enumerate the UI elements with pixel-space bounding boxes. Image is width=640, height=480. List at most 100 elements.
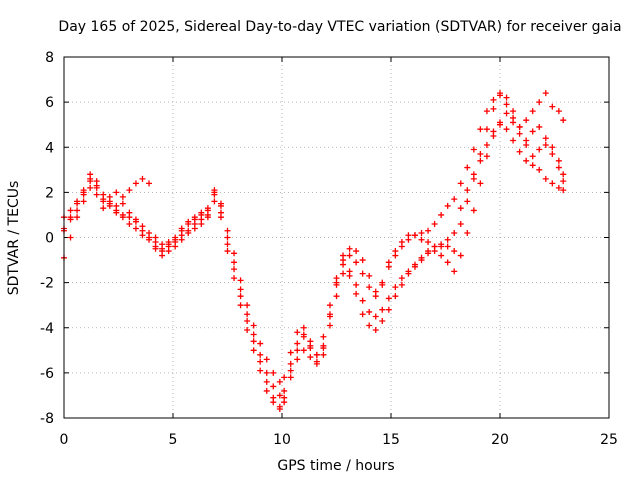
data-point	[444, 236, 451, 243]
data-point	[560, 171, 567, 178]
data-point	[555, 184, 562, 191]
data-point	[281, 374, 288, 381]
data-point	[244, 302, 251, 309]
y-axis-label: SDTVAR / TECUs	[6, 181, 22, 296]
data-point	[536, 99, 543, 106]
data-point	[477, 151, 484, 158]
data-point	[438, 211, 445, 218]
data-point	[392, 248, 399, 255]
data-point	[477, 180, 484, 187]
data-point	[320, 351, 327, 358]
data-point	[231, 250, 238, 257]
data-point	[237, 302, 244, 309]
data-point	[483, 141, 490, 148]
data-point	[294, 347, 301, 354]
data-point	[451, 268, 458, 275]
data-point	[250, 322, 257, 329]
data-point	[67, 214, 74, 221]
data-point	[444, 243, 451, 250]
data-point	[560, 178, 567, 185]
data-point	[425, 239, 432, 246]
data-point	[250, 331, 257, 338]
data-point	[457, 205, 464, 212]
data-point	[490, 96, 497, 103]
data-point	[385, 306, 392, 313]
data-point	[74, 207, 81, 214]
data-point	[366, 272, 373, 279]
data-point	[87, 184, 94, 191]
data-point	[398, 275, 405, 282]
data-point	[67, 207, 74, 214]
data-point	[490, 105, 497, 112]
data-point	[490, 128, 497, 135]
data-point	[385, 295, 392, 302]
data-point	[80, 198, 87, 205]
data-point	[359, 257, 366, 264]
x-tick-label: 20	[491, 432, 509, 448]
data-series	[61, 90, 567, 412]
data-point	[113, 189, 120, 196]
data-point	[307, 354, 314, 361]
data-point	[438, 252, 445, 259]
data-point	[300, 347, 307, 354]
data-point	[451, 196, 458, 203]
data-point	[425, 248, 432, 255]
data-point	[231, 266, 238, 273]
data-point	[464, 164, 471, 171]
data-point	[359, 297, 366, 304]
y-tick-label: -8	[40, 411, 54, 427]
series-track-1	[61, 92, 567, 410]
data-point	[237, 277, 244, 284]
data-point	[146, 180, 153, 187]
data-point	[74, 198, 81, 205]
data-point	[326, 322, 333, 329]
data-point	[231, 259, 238, 266]
data-point	[497, 90, 503, 97]
y-tick-label: -6	[40, 366, 54, 382]
data-point	[431, 220, 438, 227]
data-point	[224, 241, 231, 248]
data-point	[379, 306, 386, 313]
data-point	[270, 369, 277, 376]
data-point	[307, 345, 314, 352]
y-tick-label: 0	[45, 231, 54, 247]
data-point	[211, 187, 218, 194]
data-point	[139, 227, 146, 234]
data-point	[523, 141, 530, 148]
data-point	[418, 236, 425, 243]
data-point	[263, 369, 270, 376]
data-point	[211, 198, 218, 205]
data-point	[529, 128, 536, 135]
data-point	[257, 340, 264, 347]
data-point	[126, 220, 133, 227]
data-point	[555, 108, 562, 115]
data-point	[326, 302, 333, 309]
data-point	[113, 202, 120, 209]
data-point	[483, 108, 490, 115]
data-point	[457, 252, 464, 259]
y-tick-label: -4	[40, 321, 54, 337]
data-point	[536, 146, 543, 153]
data-point	[146, 234, 153, 241]
axis-ticks: 0 5 10 15 20 25 -8 -6 -4 -2 0 2 4 6 8	[40, 50, 618, 448]
data-point	[224, 248, 231, 255]
data-point	[379, 317, 386, 324]
data-point	[191, 214, 198, 221]
data-point	[87, 178, 94, 185]
data-point	[294, 340, 301, 347]
data-point	[100, 196, 107, 203]
data-point	[542, 175, 549, 182]
data-point	[244, 327, 251, 334]
data-point	[224, 227, 231, 234]
data-point	[217, 209, 224, 216]
data-point	[483, 153, 490, 160]
data-point	[313, 360, 320, 367]
data-point	[276, 405, 283, 412]
data-point	[281, 387, 288, 394]
data-point	[470, 207, 477, 214]
data-point	[340, 270, 347, 277]
data-point	[126, 214, 133, 221]
data-point	[477, 157, 484, 164]
data-point	[529, 162, 536, 169]
